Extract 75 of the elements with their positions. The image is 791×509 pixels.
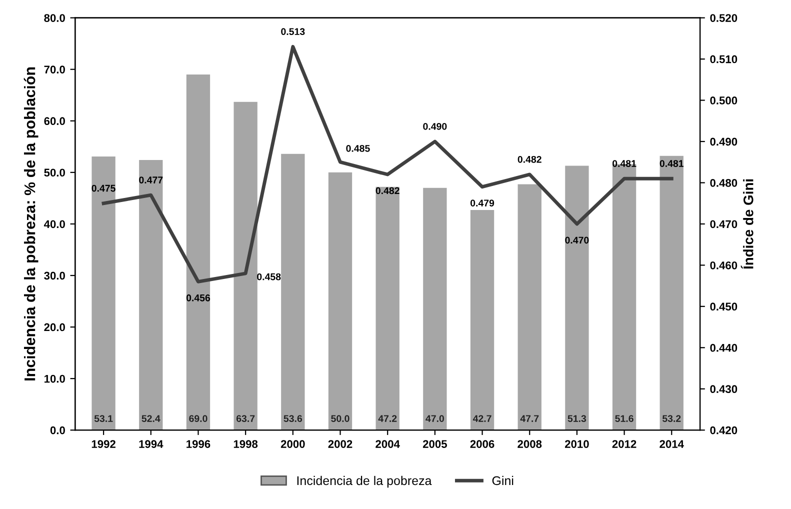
data-label: 0.482 [518,156,542,163]
x-tick-label: 2012 [612,440,636,448]
data-label: 63.7 [236,415,255,422]
x-tick-label: 2005 [422,440,447,448]
y-tick-label: 20.0 [44,323,65,332]
bar [281,154,305,430]
data-label: 51.6 [615,415,634,422]
y2-tick-label: 0.440 [710,344,738,352]
data-label: 52.4 [142,415,160,422]
data-label: 0.482 [376,187,400,194]
data-label: 47.7 [520,415,539,422]
y-tick-label: 30.0 [44,272,65,280]
x-tick-label: 2010 [564,440,589,448]
data-label: 42.7 [472,415,492,422]
y-tick-label: 50.0 [44,168,65,177]
bar [186,74,210,430]
data-label: 0.485 [346,144,370,152]
x-tick-label: 2006 [470,440,494,448]
data-label: 0.481 [660,160,684,167]
x-tick-label: 2002 [328,440,352,448]
y2-tick-label: 0.480 [710,179,738,187]
y2-tick-label: 0.460 [710,261,738,270]
y2-tick-label: 0.470 [710,220,738,228]
data-label: 0.458 [257,273,281,280]
legend-label: Incidencia de la pobreza [297,476,432,488]
y2-tick-label: 0.500 [710,96,738,104]
x-tick-label: 2014 [660,440,684,448]
data-label: 47.2 [378,415,397,422]
y-tick-label: 60.0 [44,117,65,126]
x-tick-label: 1994 [139,440,164,448]
bar [660,156,684,430]
bar [376,186,400,430]
data-label: 0.477 [139,176,163,184]
data-label: 47.0 [426,415,444,422]
x-tick-label: 2008 [518,440,542,448]
y2-axis-title: Índice de Gini [740,179,754,269]
data-label: 0.481 [612,160,636,167]
x-tick-label: 2000 [280,440,305,448]
data-label: 53.1 [94,415,113,422]
bar [423,188,447,430]
y2-tick-label: 0.490 [710,138,738,146]
y-axis-title: Incidencia de la pobreza: % de la población [24,67,38,380]
y-tick-label: 10.0 [44,374,65,383]
y-tick-label: 0.0 [50,426,65,434]
data-label: 0.513 [281,28,305,36]
data-label: 53.2 [662,415,681,422]
y2-tick-label: 0.430 [710,385,738,394]
data-label: 0.475 [92,184,116,192]
data-label: 0.479 [470,200,494,206]
data-label: 50.0 [331,415,350,422]
bar [518,184,542,430]
y-tick-label: 70.0 [44,66,65,74]
bar [565,166,589,430]
data-label: 53.6 [284,415,302,422]
bar [470,210,494,430]
x-tick-label: 1996 [186,440,210,448]
data-label: 0.456 [186,294,210,302]
x-tick-label: 2004 [376,440,400,448]
bar [92,156,116,430]
data-label: 0.490 [423,122,447,130]
y2-tick-label: 0.420 [710,426,738,434]
bar [139,160,163,430]
x-tick-label: 1998 [234,440,258,448]
y-tick-label: 40.0 [44,220,65,228]
y-tick-label: 80.0 [44,14,65,22]
y2-tick-label: 0.520 [710,14,738,22]
y2-tick-label: 0.510 [710,55,738,64]
data-label: 51.3 [568,415,586,422]
x-tick-label: 1992 [92,440,116,448]
bar [328,172,352,430]
data-label: 0.470 [565,236,589,244]
data-label: 69.0 [189,415,208,422]
y2-tick-label: 0.450 [710,302,738,311]
bar [234,102,258,430]
legend-label: Gini [492,476,514,486]
